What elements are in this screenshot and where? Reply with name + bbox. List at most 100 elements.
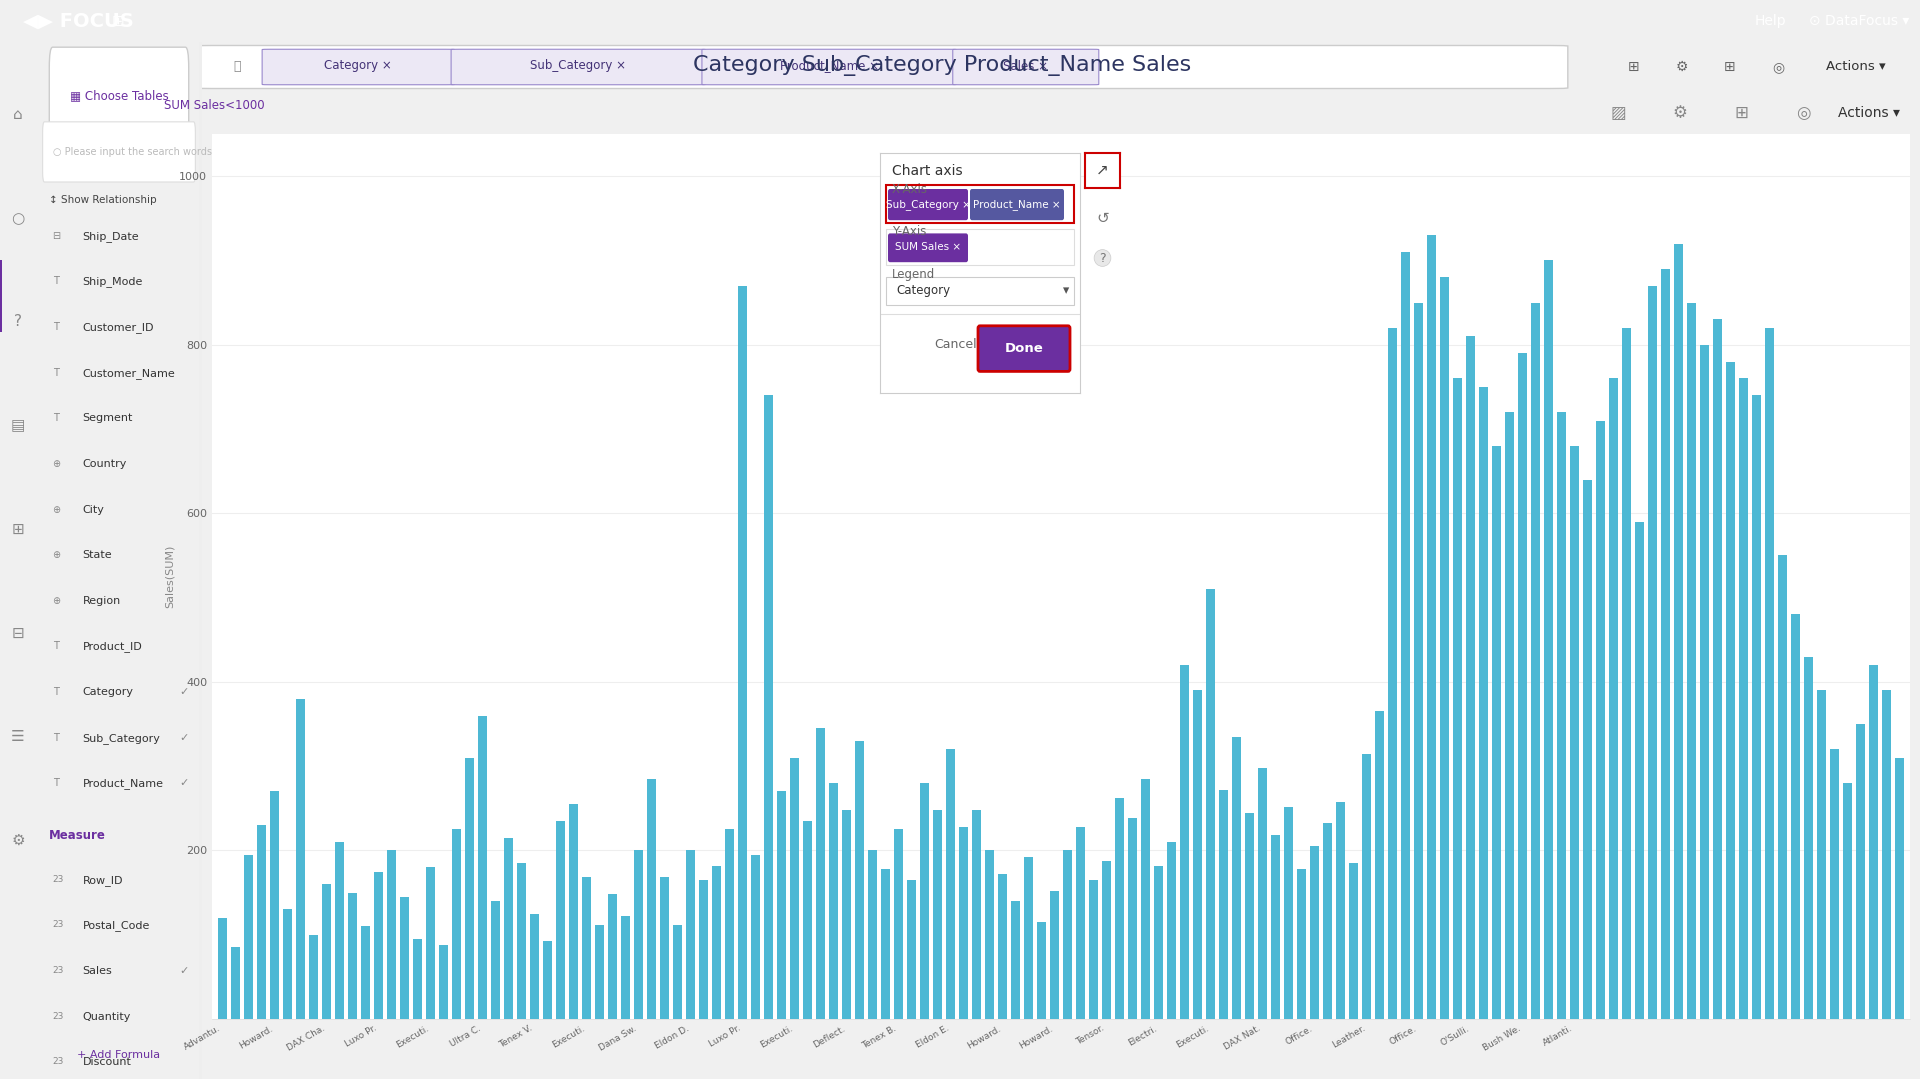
Text: 23: 23 [52, 1057, 63, 1066]
Bar [1584, 479, 1592, 1019]
Text: ?: ? [13, 314, 21, 329]
Text: ⊞: ⊞ [12, 522, 25, 537]
FancyBboxPatch shape [977, 326, 1069, 371]
Text: T: T [52, 687, 58, 697]
Bar [1037, 923, 1046, 1019]
Bar [998, 874, 1006, 1019]
Bar [1350, 863, 1357, 1019]
Text: Postal_Code: Postal_Code [83, 920, 150, 931]
FancyBboxPatch shape [885, 276, 1073, 305]
Text: Sub_Category ×: Sub_Category × [885, 199, 970, 209]
FancyBboxPatch shape [451, 50, 705, 85]
Bar [960, 827, 968, 1019]
Text: Ship_Date: Ship_Date [83, 231, 138, 242]
FancyBboxPatch shape [887, 233, 968, 262]
Bar [1519, 353, 1526, 1019]
Bar [1661, 269, 1670, 1019]
Bar [816, 728, 826, 1019]
Bar [803, 821, 812, 1019]
Bar [985, 850, 995, 1019]
FancyBboxPatch shape [970, 189, 1064, 220]
Bar [0, 260, 2, 332]
Bar [647, 779, 655, 1019]
Text: ⚙: ⚙ [1676, 60, 1688, 74]
Text: Cancel: Cancel [935, 339, 977, 352]
Bar [947, 749, 954, 1019]
Text: Actions ▾: Actions ▾ [1837, 106, 1899, 120]
Bar [361, 926, 371, 1019]
Text: ⚙: ⚙ [12, 833, 25, 848]
Text: ⊞: ⊞ [111, 14, 125, 28]
Bar [257, 825, 265, 1019]
Text: Sales: Sales [83, 966, 111, 976]
Bar [282, 910, 292, 1019]
Bar [478, 715, 486, 1019]
Text: ⊞: ⊞ [1734, 104, 1749, 122]
Text: T: T [52, 778, 58, 789]
Bar [843, 810, 851, 1019]
Bar [516, 863, 526, 1019]
Text: Y-Axis: Y-Axis [893, 226, 925, 238]
Text: T: T [52, 368, 58, 378]
Bar [1857, 724, 1864, 1019]
Text: ⊞: ⊞ [1724, 60, 1736, 74]
Bar [1284, 807, 1292, 1019]
Bar [505, 837, 513, 1019]
Bar [1649, 286, 1657, 1019]
Bar [1740, 379, 1747, 1019]
Text: T: T [52, 641, 58, 652]
Bar [1778, 556, 1788, 1019]
FancyBboxPatch shape [263, 50, 455, 85]
Bar [854, 741, 864, 1019]
Text: ▤: ▤ [12, 419, 25, 433]
FancyBboxPatch shape [42, 122, 196, 182]
Text: Chart axis: Chart axis [893, 164, 962, 178]
Text: ↗: ↗ [1096, 163, 1110, 178]
Bar [1596, 421, 1605, 1019]
Bar [1453, 379, 1461, 1019]
Bar [1309, 846, 1319, 1019]
Text: Discount: Discount [83, 1057, 131, 1067]
Bar [1194, 691, 1202, 1019]
Text: ☰: ☰ [12, 729, 25, 745]
Bar [543, 942, 551, 1019]
Text: Actions ▾: Actions ▾ [1826, 60, 1885, 73]
Bar [1818, 691, 1826, 1019]
Bar [1764, 328, 1774, 1019]
Bar [1116, 798, 1123, 1019]
Bar [198, 42, 202, 1079]
Bar [1258, 768, 1267, 1019]
Bar [1674, 244, 1682, 1019]
Bar [1140, 779, 1150, 1019]
Text: Customer_Name: Customer_Name [83, 368, 175, 379]
Text: ◎: ◎ [1772, 60, 1784, 74]
Bar [1830, 749, 1839, 1019]
Bar [1077, 827, 1085, 1019]
Bar [568, 804, 578, 1019]
Bar [699, 880, 708, 1019]
Bar [1246, 812, 1254, 1019]
Bar [399, 897, 409, 1019]
Text: ✓: ✓ [179, 778, 188, 789]
Bar [296, 699, 305, 1019]
Bar [1050, 891, 1058, 1019]
Text: ⚙: ⚙ [1672, 104, 1688, 122]
Text: ✓: ✓ [179, 687, 188, 697]
Bar [1571, 446, 1578, 1019]
Bar [1206, 589, 1215, 1019]
Bar [609, 894, 616, 1019]
Bar [374, 872, 382, 1019]
Bar [1388, 328, 1396, 1019]
Text: ⊙ DataFocus ▾: ⊙ DataFocus ▾ [1809, 14, 1908, 28]
FancyBboxPatch shape [887, 189, 968, 220]
Text: T: T [52, 276, 58, 286]
Bar [413, 939, 422, 1019]
Text: + Add Formula: + Add Formula [77, 1050, 161, 1061]
FancyBboxPatch shape [952, 50, 1098, 85]
Text: Row_ID: Row_ID [83, 875, 123, 886]
Bar [1012, 901, 1020, 1019]
Bar [219, 918, 227, 1019]
Bar [1791, 614, 1799, 1019]
Text: Sub_Category: Sub_Category [83, 733, 161, 743]
Bar [388, 850, 396, 1019]
